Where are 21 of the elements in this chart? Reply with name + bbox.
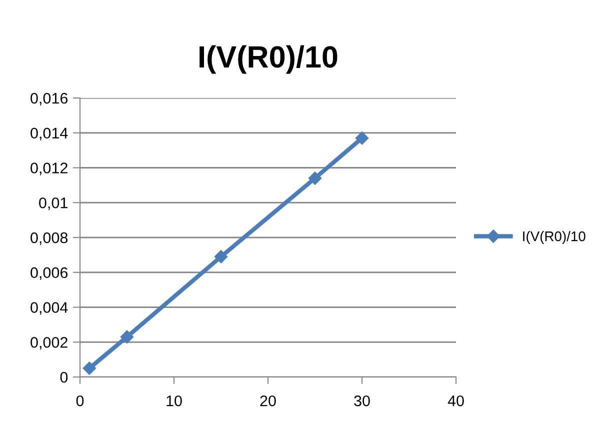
point bbox=[214, 250, 228, 264]
point bbox=[355, 132, 369, 145]
chart-title: I(V(R0)/10 bbox=[200, 45, 338, 74]
y-tick-label: 0,008 bbox=[30, 232, 68, 245]
y-tick-label: 0 bbox=[60, 372, 68, 383]
y-tick-label: 0,014 bbox=[30, 128, 68, 140]
point bbox=[120, 330, 134, 344]
y-tick-label: 0,01 bbox=[39, 197, 68, 210]
x-tick-label: 30 bbox=[354, 395, 370, 406]
y-tick-label: 0,012 bbox=[30, 162, 68, 176]
legend-label: I(V(R0)/10 bbox=[523, 231, 586, 244]
x-tick-label: 20 bbox=[260, 395, 276, 406]
y-tick-label: 0,004 bbox=[30, 302, 68, 315]
x-tick-label: 10 bbox=[166, 395, 182, 406]
x-tick-label: 40 bbox=[448, 395, 464, 406]
y-tick-label: 0,002 bbox=[30, 336, 68, 350]
y-tick-label: 0,006 bbox=[30, 267, 68, 280]
point bbox=[308, 172, 322, 185]
point bbox=[82, 362, 96, 375]
y-tick-label: 0,016 bbox=[30, 92, 68, 106]
x-tick-label: 0 bbox=[76, 395, 84, 406]
